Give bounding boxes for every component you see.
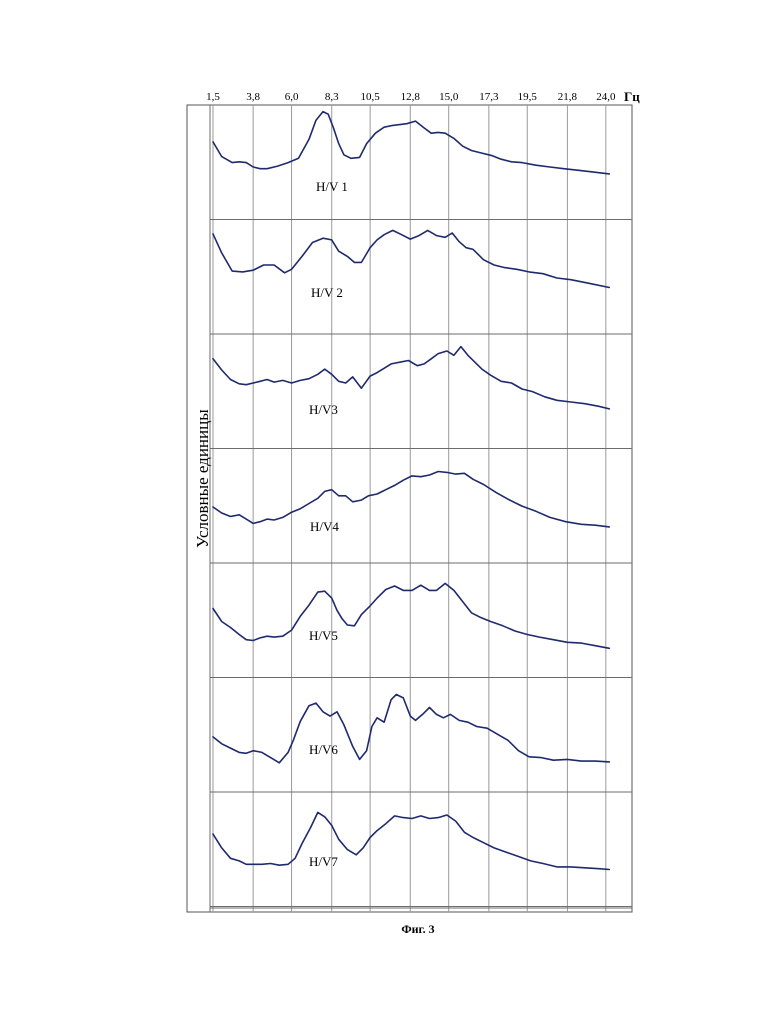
chart-grid	[187, 105, 632, 912]
series-line-7	[213, 812, 609, 869]
series-label-5: H/V5	[309, 628, 338, 643]
x-axis-ticks: 1,5 3,8 6,0 8,3 10,5 12,8 15,0 17,3 19,5 21,8 24,0	[206, 91, 616, 103]
x-tick-label: 19,5	[518, 91, 538, 103]
figure-caption: Фиг. 3	[401, 922, 434, 936]
x-tick-label: 15,0	[439, 91, 459, 103]
series-line-3	[213, 347, 609, 409]
x-tick-label: 21,8	[558, 91, 578, 103]
x-tick-label: 1,5	[206, 91, 220, 103]
series-line-6	[213, 695, 609, 763]
series-line-2	[213, 230, 609, 287]
x-tick-label: 12,8	[401, 91, 421, 103]
series-label-2: H/V 2	[311, 285, 343, 300]
x-tick-label: 17,3	[479, 91, 499, 103]
x-tick-label: 24,0	[596, 91, 616, 103]
series-line-1	[213, 112, 609, 174]
series-label-4: H/V4	[310, 519, 339, 534]
series-line-4	[213, 472, 609, 527]
series-label-7: H/V7	[309, 854, 338, 869]
x-axis-unit: Гц	[624, 89, 640, 104]
x-tick-label: 6,0	[285, 91, 299, 103]
chart-frame	[187, 105, 632, 912]
x-tick-label: 3,8	[246, 91, 260, 103]
series-label-1: H/V 1	[316, 179, 348, 194]
y-axis-label: Условные единицы	[193, 409, 212, 548]
series-label-3: H/V3	[309, 402, 338, 417]
x-tick-label: 10,5	[361, 91, 381, 103]
x-tick-label: 8,3	[325, 91, 339, 103]
series-label-6: H/V6	[309, 742, 338, 757]
chart-panels: H/V 1 H/V 2 H/V3 H/V4 H/V5 H/V6 H/V7	[213, 112, 609, 870]
series-line-5	[213, 583, 609, 648]
